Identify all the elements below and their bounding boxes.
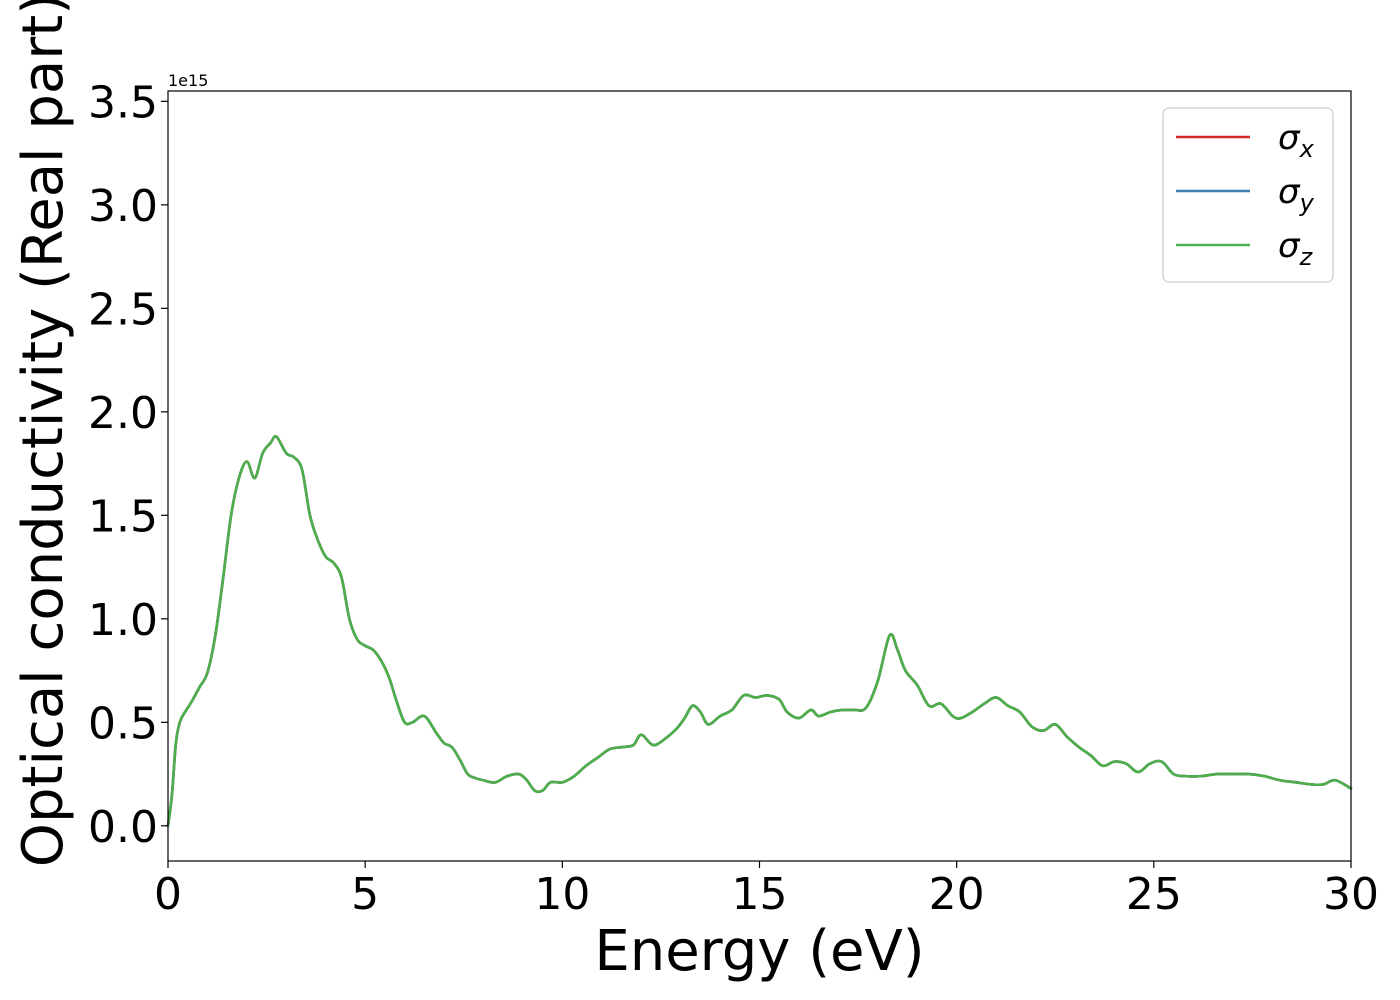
series-line-z <box>166 435 1353 828</box>
x-tick-label: 20 <box>929 869 985 920</box>
x-axis-label: Energy (eV) <box>594 919 924 984</box>
x-tick-label: 25 <box>1126 869 1182 920</box>
y-tick-label: 1.0 <box>88 595 158 646</box>
legend-label-x: σx <box>1278 118 1315 163</box>
y-tick-label: 0.0 <box>88 802 158 853</box>
x-axis-ticks: 0 5 10 15 20 25 30 <box>154 861 1379 920</box>
x-tick-label: 0 <box>154 869 182 920</box>
y-tick-label: 2.5 <box>88 284 158 335</box>
legend-label-z: σz <box>1278 226 1314 271</box>
x-tick-label: 5 <box>351 869 379 920</box>
legend-label-y: σy <box>1278 172 1315 217</box>
y-tick-label: 0.5 <box>88 698 158 749</box>
x-tick-label: 10 <box>534 869 590 920</box>
legend-box <box>1162 107 1334 283</box>
y-offset-label: 1e15 <box>168 71 208 90</box>
x-tick-label: 15 <box>732 869 788 920</box>
y-axis-label: Optical conductivity (Real part) <box>11 0 76 867</box>
y-tick-label: 3.0 <box>88 181 158 232</box>
legend: σx σy σz <box>1162 107 1334 283</box>
y-tick-label: 2.0 <box>88 388 158 439</box>
y-tick-label: 1.5 <box>88 491 158 542</box>
y-axis-ticks: 0.0 0.5 1.0 1.5 2.0 2.5 3.0 3.5 <box>88 77 168 853</box>
x-tick-label: 30 <box>1323 869 1379 920</box>
series-layer <box>166 435 1353 828</box>
y-tick-label: 3.5 <box>88 77 158 128</box>
